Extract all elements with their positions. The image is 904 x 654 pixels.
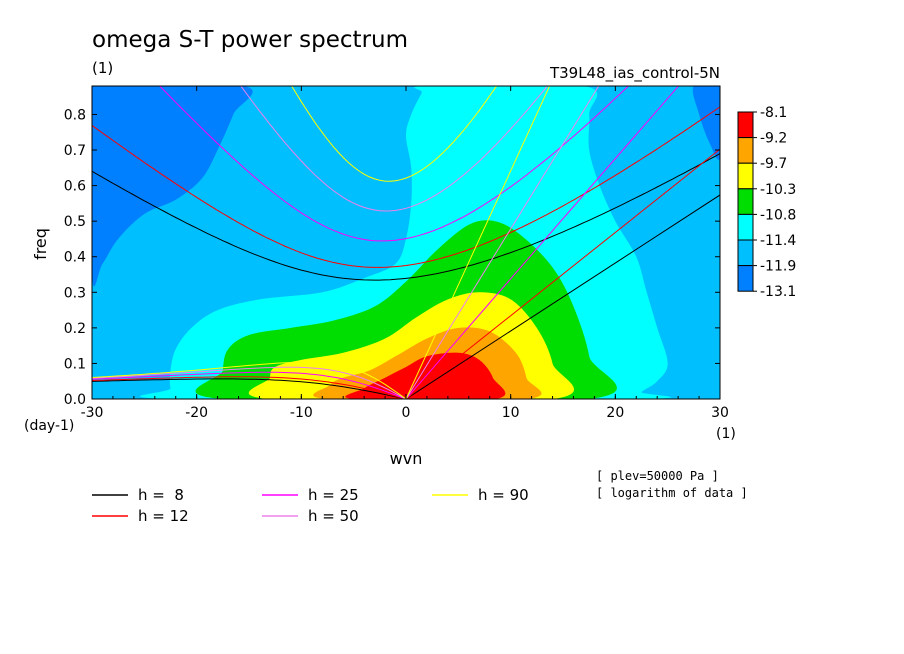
dispersion-curves <box>92 86 720 399</box>
colorbar: -8.1 -9.2 -9.7 -10.3 -10.8 -11.4 -11.9 -13.1 <box>737 105 796 300</box>
y-axis-ticks: 0.0 0.1 0.2 0.3 0.4 0.5 0.6 0.7 0.8 <box>64 107 720 408</box>
kelvin-line-h8 <box>405 194 720 399</box>
legend-label: h = 12 <box>138 507 189 525</box>
colorbar-label: -9.7 <box>760 156 787 172</box>
legend-label: h = 90 <box>478 486 529 504</box>
gravity-curve-h50 <box>240 86 548 212</box>
x-axis-ticks: -30 -20 -10 0 10 20 30 <box>81 86 729 421</box>
legend-label: h = 50 <box>308 507 359 525</box>
contour-region-0 <box>92 86 253 287</box>
legend-label: h = 25 <box>308 486 359 504</box>
x-units-label: (1) <box>716 426 736 442</box>
rossby-curve-h25 <box>92 371 407 399</box>
colorbar-swatch <box>737 137 754 164</box>
dispersion-legend: h = 8 h = 12 h = 25 h = 50 h = 90 <box>92 486 529 525</box>
colorbar-swatch <box>737 265 754 292</box>
x-tick-label: 10 <box>502 405 520 421</box>
gravity-curve-h25 <box>159 86 630 242</box>
colorbar-label: -11.4 <box>760 233 796 249</box>
gravity-curve-h12 <box>92 106 720 268</box>
kelvin-line-h25 <box>405 86 680 399</box>
chart-title: omega S-T power spectrum <box>92 27 408 53</box>
kelvin-line-h90 <box>405 86 551 399</box>
x-axis-label: wvn <box>390 449 423 468</box>
colorbar-swatch <box>737 213 754 241</box>
kelvin-line-h50 <box>405 86 600 399</box>
log-annotation: [ logarithm of data ] <box>596 486 748 500</box>
x-tick-label: 20 <box>606 405 624 421</box>
rossby-curve-h50 <box>92 366 407 399</box>
colorbar-label: -9.2 <box>760 131 787 147</box>
y-tick-label: 0.0 <box>64 392 86 408</box>
rossby-curve-h12 <box>92 376 407 399</box>
contour-region-1 <box>692 86 720 160</box>
colorbar-swatch <box>737 188 754 215</box>
plot-area <box>91 85 721 400</box>
contour-region-6 <box>345 352 506 399</box>
x-tick-label: -20 <box>185 405 208 421</box>
units-label: (1) <box>92 59 113 77</box>
colorbar-label: -10.8 <box>760 207 796 223</box>
colorbar-swatch <box>737 239 754 267</box>
x-tick-label: 30 <box>711 405 729 421</box>
y-tick-label: 0.2 <box>64 321 86 337</box>
colorbar-swatch <box>737 111 754 139</box>
colorbar-swatch <box>737 162 754 190</box>
y-tick-label: 0.1 <box>64 356 86 372</box>
gravity-curve-h8 <box>92 153 720 281</box>
y-tick-label: 0.5 <box>64 214 86 230</box>
gravity-curve-h90 <box>291 86 498 182</box>
y-units-label: (day-1) <box>24 418 74 434</box>
y-tick-label: 0.3 <box>64 285 86 301</box>
colorbar-label: -8.1 <box>760 105 787 121</box>
x-tick-label: 0 <box>402 405 411 421</box>
x-tick-label: -30 <box>81 405 104 421</box>
rossby-curve-h8 <box>92 378 407 399</box>
y-tick-label: 0.8 <box>64 107 86 123</box>
rossby-curve-h90 <box>92 361 407 399</box>
kelvin-line-h12 <box>405 148 720 399</box>
y-axis-label: freq <box>31 228 50 260</box>
x-tick-label: -10 <box>290 405 313 421</box>
colorbar-label: -10.3 <box>760 182 796 198</box>
y-tick-label: 0.7 <box>64 143 86 159</box>
legend-label: h = 8 <box>138 486 184 504</box>
plev-annotation: [ plev=50000 Pa ] <box>596 469 719 483</box>
y-tick-label: 0.6 <box>64 179 86 195</box>
y-tick-label: 0.4 <box>64 250 86 266</box>
experiment-label: T39L48_ias_control-5N <box>549 64 720 83</box>
colorbar-label: -13.1 <box>760 284 796 300</box>
colorbar-label: -11.9 <box>760 259 796 275</box>
